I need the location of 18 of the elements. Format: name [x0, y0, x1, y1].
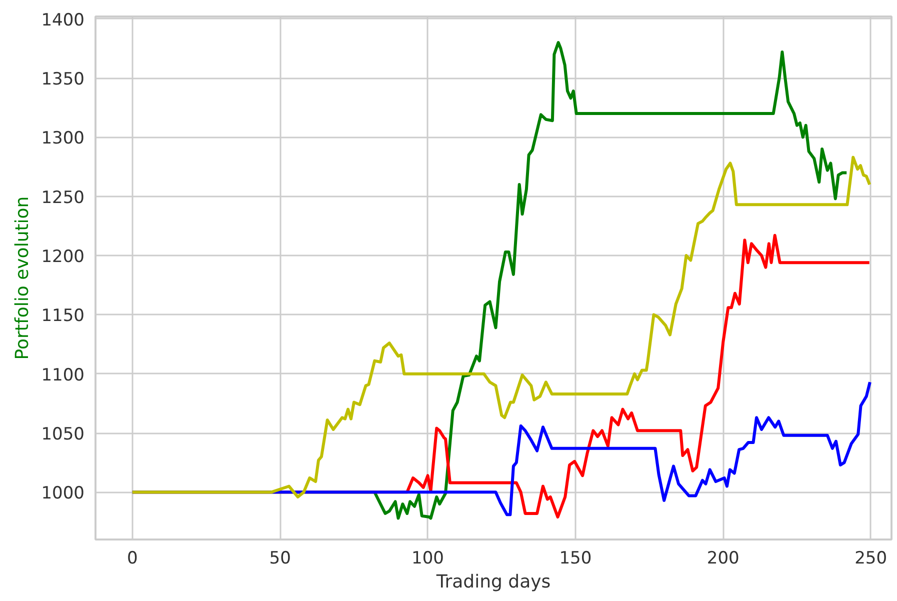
- x-tick-label: 250: [854, 548, 888, 568]
- x-tick-label: 150: [559, 548, 592, 568]
- y-axis-title: Portfolio evolution: [12, 196, 34, 360]
- x-tick-label: 0: [127, 548, 138, 568]
- x-tick-label: 100: [412, 548, 444, 568]
- y-tick-label: 1100: [41, 365, 84, 386]
- y-tick-label: 1050: [41, 424, 84, 445]
- y-tick-label: 1150: [41, 306, 84, 326]
- x-tick-label: 50: [269, 548, 291, 568]
- y-tick-label: 1000: [41, 484, 84, 504]
- y-tick-label: 1250: [41, 188, 84, 208]
- y-tick-label: 1400: [41, 10, 84, 30]
- y-tick-label: 1200: [41, 247, 84, 268]
- y-tick-label: 1350: [41, 70, 84, 90]
- x-axis-title: Trading days: [435, 572, 551, 592]
- line-series: [130, 156, 872, 498]
- y-tick-label: 1300: [41, 128, 84, 149]
- x-tick-label: 200: [706, 548, 740, 568]
